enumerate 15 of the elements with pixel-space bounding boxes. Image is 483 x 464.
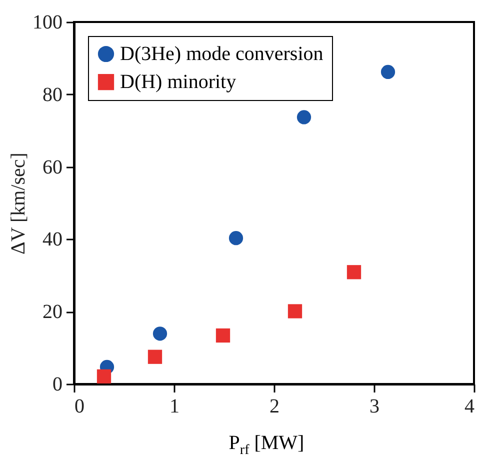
x-tick-label: 1 (170, 396, 180, 418)
y-tick-label: 20 (42, 301, 62, 324)
x-tick-label: 2 (270, 396, 280, 418)
x-axis-title: P$_{rf}$ [MW] (228, 432, 306, 459)
y-tick-label: 100 (32, 12, 62, 34)
x-tick-label: 0 (74, 396, 84, 418)
y-tick-label: 80 (42, 84, 62, 106)
y-tick-label: 40 (42, 228, 62, 251)
y-tick-label: 60 (42, 156, 62, 178)
x-tick-label: 4 (464, 396, 474, 418)
y-tick-label: 0 (52, 374, 62, 396)
legend-label: D(3He) mode conversion (120, 43, 324, 65)
legend-label: D(H) minority (120, 71, 236, 93)
x-tick-label: 3 (370, 396, 380, 418)
y-axis-title: ΔV [km/sec] (8, 152, 30, 254)
